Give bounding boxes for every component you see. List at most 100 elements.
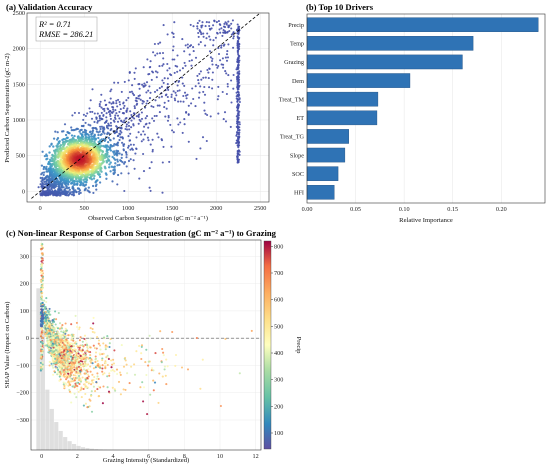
shap-point: [50, 341, 53, 345]
shap-point: [89, 356, 92, 360]
shap-point: [97, 377, 100, 381]
data-point: [132, 124, 135, 127]
shap-point: [69, 371, 72, 374]
data-point: [135, 97, 138, 100]
data-point: [157, 136, 160, 139]
shap-point: [58, 349, 61, 352]
shap-point: [91, 359, 94, 362]
data-point: [73, 134, 76, 138]
data-point: [190, 102, 193, 105]
shap-point: [180, 366, 184, 369]
shap-point: [83, 337, 86, 341]
data-point: [235, 115, 238, 118]
data-point: [158, 87, 161, 90]
shap-point: [41, 368, 44, 371]
data-point: [119, 159, 122, 162]
data-point: [208, 24, 211, 28]
data-point: [113, 153, 116, 156]
shap-point: [45, 325, 48, 328]
data-point: [159, 41, 162, 44]
data-point: [219, 59, 222, 62]
data-point: [142, 66, 145, 69]
shap-point: [162, 354, 165, 357]
data-point: [236, 118, 239, 121]
shap-point: [79, 354, 82, 358]
data-point: [198, 91, 201, 94]
shap-point: [65, 378, 68, 381]
data-point: [95, 144, 98, 147]
shap-point: [81, 349, 84, 352]
data-point: [132, 159, 135, 162]
data-point: [148, 167, 151, 170]
data-point: [187, 113, 190, 116]
bar-soc: [306, 166, 339, 181]
data-point: [211, 78, 214, 81]
data-point: [105, 159, 108, 163]
data-point: [222, 66, 225, 69]
shap-point: [96, 375, 99, 378]
data-point: [152, 51, 155, 54]
grazing-histogram: [36, 288, 161, 450]
data-point: [219, 23, 222, 27]
data-point: [62, 186, 65, 189]
data-point: [200, 33, 203, 36]
shap-point: [67, 370, 70, 373]
shap-point: [174, 353, 178, 357]
shap-point: [40, 271, 43, 274]
shap-point: [96, 359, 99, 363]
y-tick-label: 1000: [13, 117, 25, 124]
data-point: [116, 160, 119, 163]
shap-point: [83, 362, 86, 366]
shap-point: [224, 337, 227, 341]
shap-point: [51, 344, 54, 347]
shap-point: [186, 368, 190, 371]
data-point: [137, 97, 140, 100]
data-point: [187, 140, 190, 143]
data-point: [70, 126, 73, 129]
data-point: [102, 130, 105, 134]
shap-point: [63, 384, 66, 387]
histogram-bar: [45, 389, 50, 450]
shap-point: [41, 279, 44, 282]
shap-point: [77, 356, 80, 359]
shap-point: [159, 330, 162, 333]
shap-point: [72, 359, 75, 362]
data-point: [93, 112, 96, 115]
data-point: [236, 150, 239, 153]
data-point: [144, 123, 147, 126]
shap-point: [101, 359, 104, 362]
data-point: [138, 87, 141, 90]
data-point: [202, 76, 205, 79]
x-tick-label: 500: [80, 205, 89, 212]
data-point: [196, 22, 199, 25]
data-point: [56, 178, 59, 181]
data-point: [194, 56, 198, 59]
data-point: [186, 43, 189, 46]
y-tick-label: 200: [20, 281, 29, 288]
shap-point: [78, 376, 81, 380]
data-point: [208, 67, 211, 70]
data-point: [91, 110, 94, 113]
data-point: [183, 84, 186, 87]
shap-point: [89, 327, 92, 330]
data-point: [204, 44, 207, 47]
shap-point: [48, 334, 51, 337]
data-point: [127, 172, 130, 175]
shap-point: [94, 358, 97, 361]
data-point: [227, 43, 230, 46]
data-point: [126, 128, 129, 131]
shap-point: [53, 328, 56, 331]
data-point: [125, 165, 128, 168]
data-point: [84, 187, 87, 190]
data-point: [42, 173, 45, 177]
shap-point: [76, 368, 79, 371]
data-point: [177, 100, 180, 103]
shap-point: [45, 337, 49, 340]
panel-c-points: [39, 242, 253, 416]
data-point: [123, 80, 126, 83]
data-point: [194, 85, 197, 88]
shap-point: [92, 367, 95, 370]
data-point: [42, 183, 46, 186]
shap-point: [87, 363, 90, 366]
shap-point: [102, 385, 105, 388]
